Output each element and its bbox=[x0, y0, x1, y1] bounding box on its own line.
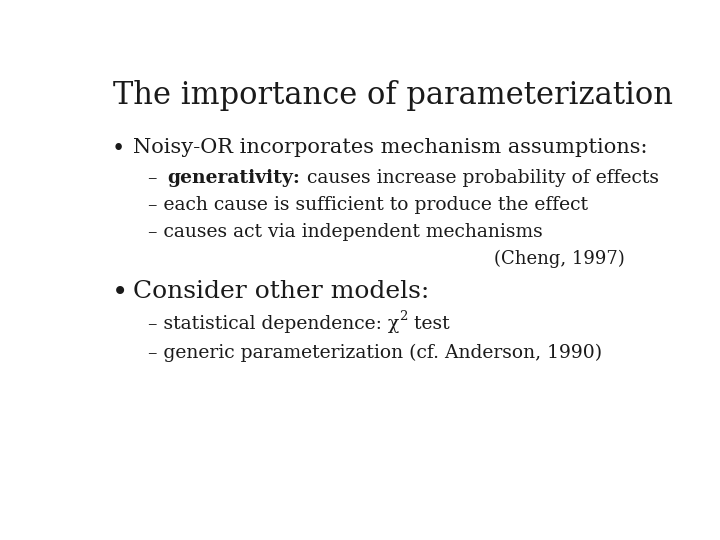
Text: The importance of parameterization: The importance of parameterization bbox=[113, 80, 673, 111]
Text: •: • bbox=[112, 280, 128, 307]
Text: Noisy-OR incorporates mechanism assumptions:: Noisy-OR incorporates mechanism assumpti… bbox=[132, 138, 647, 157]
Text: – causes act via independent mechanisms: – causes act via independent mechanisms bbox=[148, 222, 543, 241]
Text: – statistical dependence: χ: – statistical dependence: χ bbox=[148, 315, 400, 333]
Text: –: – bbox=[148, 168, 163, 187]
Text: •: • bbox=[112, 138, 125, 160]
Text: 2: 2 bbox=[400, 309, 408, 323]
Text: – generic parameterization (cf. Anderson, 1990): – generic parameterization (cf. Anderson… bbox=[148, 343, 602, 362]
Text: (Cheng, 1997): (Cheng, 1997) bbox=[494, 249, 625, 268]
Text: – each cause is sufficient to produce the effect: – each cause is sufficient to produce th… bbox=[148, 195, 588, 214]
Text: test: test bbox=[408, 315, 449, 333]
Text: generativity:: generativity: bbox=[168, 168, 300, 187]
Text: Consider other models:: Consider other models: bbox=[132, 280, 429, 303]
Text: causes increase probability of effects: causes increase probability of effects bbox=[301, 168, 659, 187]
